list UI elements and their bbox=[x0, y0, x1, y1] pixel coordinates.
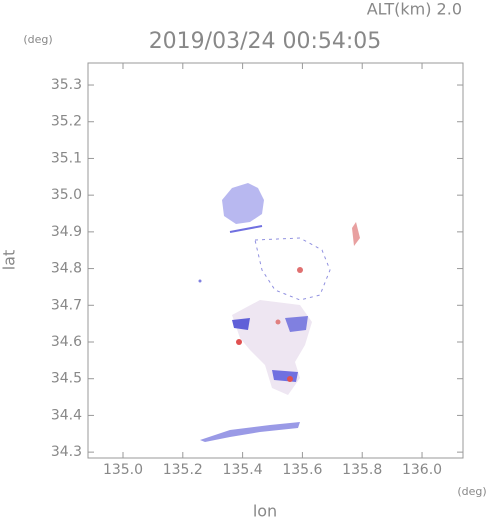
echo-patch bbox=[287, 376, 293, 382]
altitude-label: ALT(km) 2.0 bbox=[367, 0, 462, 19]
echo-patch bbox=[236, 339, 242, 345]
y-tick-label: 34.9 bbox=[51, 224, 82, 240]
echo-patch bbox=[229, 225, 263, 233]
y-unit: (deg) bbox=[23, 33, 52, 46]
y-tick-label: 34.7 bbox=[51, 297, 82, 313]
x-tick-label: 135.6 bbox=[282, 462, 322, 478]
echo-patch bbox=[232, 318, 250, 330]
x-tick-label: 135.0 bbox=[103, 462, 143, 478]
echo-patch bbox=[232, 300, 312, 395]
x-tick-label: 135.2 bbox=[163, 462, 203, 478]
y-tick-label: 34.5 bbox=[51, 371, 82, 387]
chart-title: 2019/03/24 00:54:05 bbox=[149, 29, 382, 54]
x-tick-label: 136.0 bbox=[402, 462, 442, 478]
echo-patch bbox=[352, 222, 360, 246]
echo-patch bbox=[254, 237, 331, 301]
echo-patch bbox=[222, 183, 264, 224]
y-tick-label: 34.6 bbox=[51, 334, 82, 350]
y-tick-label: 34.8 bbox=[51, 261, 82, 277]
x-tick-label: 135.4 bbox=[223, 462, 263, 478]
echo-patch bbox=[285, 316, 308, 332]
y-tick-label: 35.3 bbox=[51, 77, 82, 93]
y-tick-label: 35.0 bbox=[51, 187, 82, 203]
plot-frame bbox=[87, 62, 464, 459]
y-tick-label: 34.4 bbox=[51, 407, 82, 423]
y-tick-label: 34.3 bbox=[51, 444, 82, 460]
echo-field bbox=[198, 183, 360, 442]
y-tick-label: 35.1 bbox=[51, 150, 82, 166]
y-axis-label: lat bbox=[0, 250, 19, 271]
echo-patch bbox=[200, 422, 300, 442]
x-unit: (deg) bbox=[457, 485, 486, 498]
y-tick-label: 35.2 bbox=[51, 114, 82, 130]
echo-patch bbox=[275, 319, 281, 325]
echo-patch bbox=[297, 267, 303, 273]
x-axis-label: lon bbox=[253, 502, 277, 521]
echo-patch bbox=[198, 279, 202, 283]
x-tick-label: 135.8 bbox=[342, 462, 382, 478]
